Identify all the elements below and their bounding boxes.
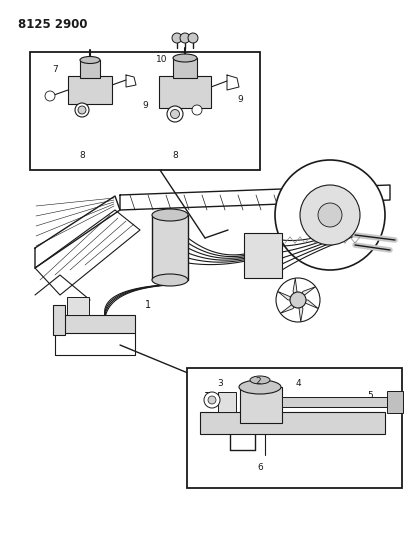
Bar: [68, 76, 112, 104]
Bar: [243, 233, 281, 278]
Circle shape: [180, 33, 189, 43]
Circle shape: [274, 160, 384, 270]
Text: 8: 8: [79, 150, 85, 159]
Ellipse shape: [170, 109, 179, 118]
Circle shape: [317, 203, 341, 227]
Text: 5: 5: [366, 391, 372, 400]
Ellipse shape: [249, 376, 270, 384]
Polygon shape: [297, 300, 302, 322]
Text: 4: 4: [294, 378, 300, 387]
Circle shape: [299, 185, 359, 245]
Text: 7: 7: [52, 66, 58, 75]
Ellipse shape: [152, 274, 188, 286]
Ellipse shape: [78, 106, 86, 114]
Bar: [80, 60, 100, 78]
Circle shape: [275, 278, 319, 322]
Text: 6: 6: [256, 464, 262, 472]
Bar: [55, 315, 135, 333]
Text: 3: 3: [217, 378, 222, 387]
Circle shape: [207, 396, 216, 404]
Bar: [281, 397, 386, 407]
Bar: [173, 58, 196, 78]
Text: 8125 2900: 8125 2900: [18, 18, 87, 31]
Polygon shape: [297, 287, 315, 300]
Circle shape: [172, 33, 182, 43]
Polygon shape: [280, 300, 297, 313]
Circle shape: [289, 292, 305, 308]
Polygon shape: [292, 278, 297, 300]
Ellipse shape: [238, 380, 280, 394]
Bar: [218, 392, 236, 412]
Circle shape: [45, 91, 55, 101]
Bar: [159, 76, 211, 108]
Ellipse shape: [173, 54, 196, 62]
Text: 9: 9: [142, 101, 148, 109]
Bar: [386, 391, 402, 413]
Polygon shape: [277, 292, 297, 300]
Ellipse shape: [191, 105, 202, 115]
Bar: [187, 368, 401, 488]
Bar: [30, 52, 259, 170]
Text: 9: 9: [236, 95, 242, 104]
Ellipse shape: [152, 209, 188, 221]
Circle shape: [204, 392, 220, 408]
Ellipse shape: [80, 56, 100, 63]
Bar: [239, 387, 281, 423]
Text: 10: 10: [156, 55, 167, 64]
Text: 2: 2: [254, 377, 260, 386]
Bar: [152, 215, 188, 280]
Ellipse shape: [166, 106, 182, 122]
Text: 8: 8: [172, 150, 178, 159]
Text: 1: 1: [145, 300, 151, 310]
Bar: [67, 297, 89, 315]
Bar: [53, 305, 65, 335]
Polygon shape: [297, 300, 317, 309]
Circle shape: [188, 33, 198, 43]
Bar: [200, 412, 384, 434]
Ellipse shape: [75, 103, 89, 117]
